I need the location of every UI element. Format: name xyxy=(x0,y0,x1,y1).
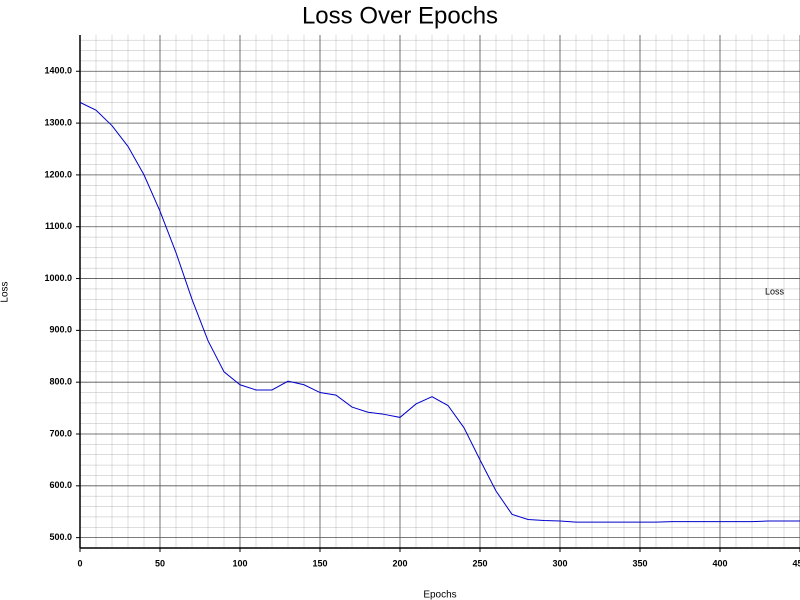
y-tick-label: 900.0 xyxy=(49,325,72,335)
x-tick-label: 100 xyxy=(232,558,247,568)
y-tick-label: 1300.0 xyxy=(44,117,72,127)
legend-label: Loss xyxy=(765,286,785,296)
x-tick-label: 200 xyxy=(392,558,407,568)
x-axis-label: Epochs xyxy=(423,590,456,600)
x-tick-label: 150 xyxy=(312,558,327,568)
chart-title: Loss Over Epochs xyxy=(302,2,498,29)
x-tick-label: 50 xyxy=(155,558,165,568)
x-tick-label: 350 xyxy=(632,558,647,568)
y-tick-label: 500.0 xyxy=(49,532,72,542)
x-tick-label: 250 xyxy=(472,558,487,568)
y-axis-label: Loss xyxy=(0,281,11,302)
y-tick-label: 800.0 xyxy=(49,377,72,387)
y-tick-label: 1000.0 xyxy=(44,273,72,283)
y-tick-label: 1400.0 xyxy=(44,66,72,76)
y-tick-label: 700.0 xyxy=(49,428,72,438)
x-tick-label: 0 xyxy=(77,558,82,568)
x-tick-label: 400 xyxy=(712,558,727,568)
y-tick-label: 1100.0 xyxy=(45,221,72,231)
y-tick-label: 1200.0 xyxy=(44,169,72,179)
x-tick-label: 300 xyxy=(552,558,567,568)
line-series xyxy=(79,101,800,523)
x-tick-label: 450 xyxy=(792,558,800,568)
y-tick-label: 600.0 xyxy=(49,480,72,490)
